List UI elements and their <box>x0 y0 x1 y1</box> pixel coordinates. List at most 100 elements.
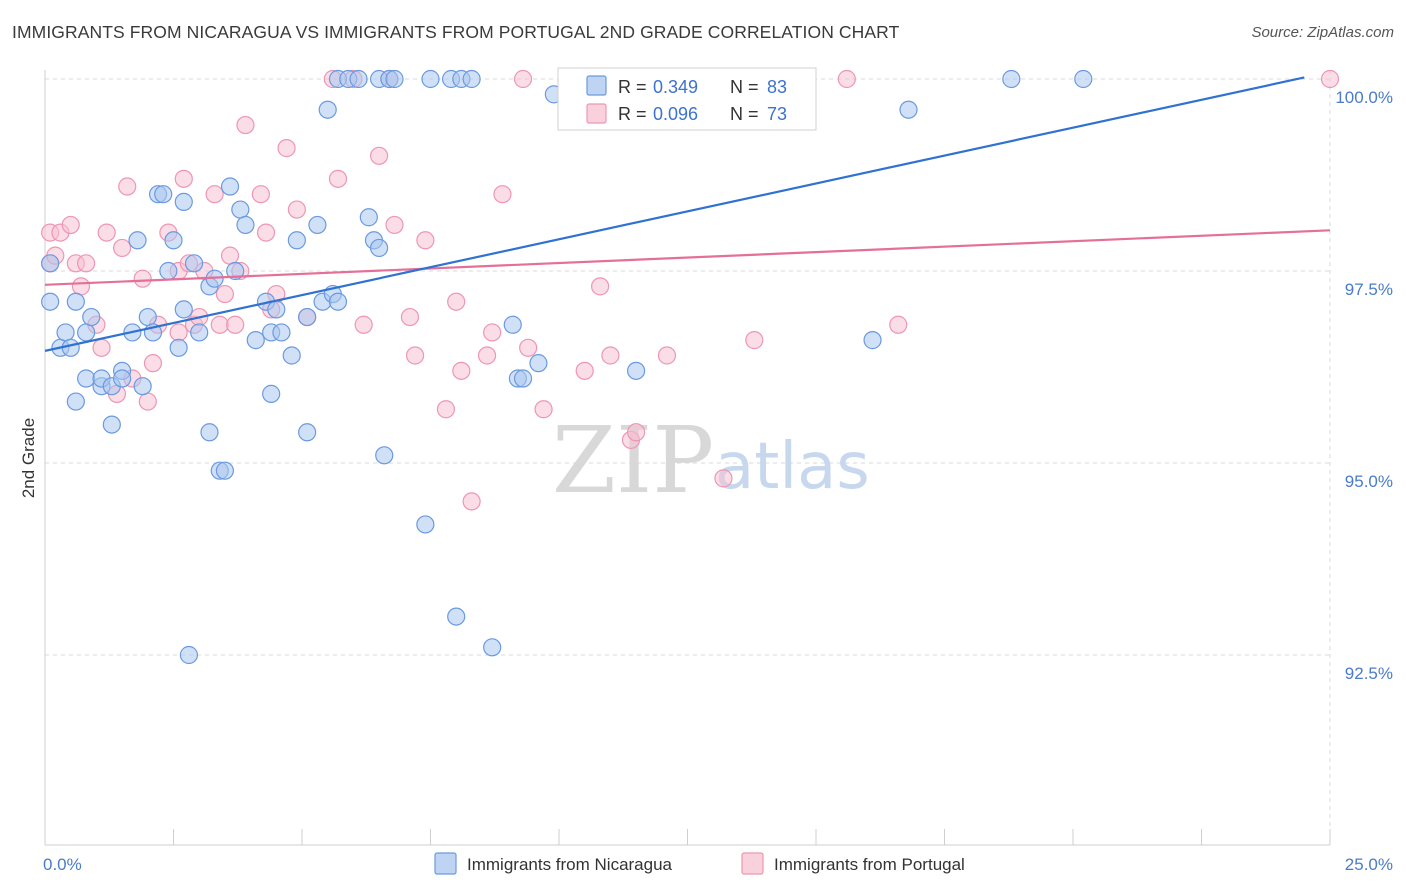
nicaragua-point <box>231 200 250 219</box>
nicaragua-point <box>385 69 404 89</box>
portugal-point <box>513 69 533 89</box>
portugal-point <box>215 284 234 304</box>
nicaragua-point <box>359 208 378 227</box>
nicaragua-point <box>77 369 96 388</box>
nicaragua-point <box>133 377 152 396</box>
portugal-point <box>385 215 404 235</box>
portugal-point <box>133 269 152 288</box>
nicaragua-point <box>272 323 291 342</box>
watermark-atlas: atlas <box>715 430 870 504</box>
nicaragua-point <box>308 215 327 235</box>
portugal-point <box>169 323 188 342</box>
nicaragua-point <box>370 238 389 258</box>
portugal-point <box>575 361 594 380</box>
stats-r-label-portugal: R = <box>618 104 647 124</box>
axes <box>44 70 1331 846</box>
stats-swatch-portugal <box>586 103 607 124</box>
portugal-point <box>77 254 96 273</box>
nicaragua-point <box>236 215 255 235</box>
nicaragua-point <box>863 331 882 350</box>
portugal-point <box>436 400 456 419</box>
portugal-point <box>745 331 764 350</box>
stats-n-value-nicaragua: 83 <box>767 77 787 97</box>
portugal-point <box>143 354 163 373</box>
y-tick-label: 95.0% <box>1345 472 1393 491</box>
portugal-point <box>601 346 620 365</box>
nicaragua-point <box>267 300 286 319</box>
portugal-point <box>92 338 111 357</box>
legend-label-portugal: Immigrants from Portugal <box>774 855 965 874</box>
nicaragua-point <box>287 231 306 250</box>
y-tick-label: 100.0% <box>1335 88 1393 107</box>
nicaragua-points <box>41 69 1093 665</box>
portugal-point <box>519 338 538 357</box>
portugal-point <box>591 277 610 296</box>
portugal-point <box>837 69 856 89</box>
portugal-point <box>354 315 373 334</box>
nicaragua-point <box>77 323 96 342</box>
nicaragua-point <box>282 346 301 365</box>
portugal-point <box>138 392 157 411</box>
y-axis-label: 2nd Grade <box>19 418 38 498</box>
nicaragua-point <box>61 338 80 357</box>
nicaragua-point <box>66 292 85 311</box>
nicaragua-point <box>483 638 502 657</box>
portugal-point <box>400 307 420 327</box>
portugal-point <box>328 169 348 188</box>
nicaragua-point <box>200 423 219 442</box>
chart-title: IMMIGRANTS FROM NICARAGUA VS IMMIGRANTS … <box>12 22 900 42</box>
nicaragua-point <box>349 69 368 89</box>
portugal-point <box>220 246 240 265</box>
nicaragua-point <box>226 261 245 281</box>
portugal-point <box>626 423 646 442</box>
nicaragua-point <box>447 607 466 626</box>
stats-n-label-portugal: N = <box>730 104 759 124</box>
nicaragua-point <box>56 323 75 342</box>
nicaragua-point <box>298 307 317 327</box>
x-tick-label: 0.0% <box>43 855 82 874</box>
nicaragua-point <box>41 254 60 273</box>
portugal-point <box>97 223 116 242</box>
stats-r-value-portugal: 0.096 <box>653 104 698 124</box>
trend-lines <box>44 76 1331 352</box>
nicaragua-point <box>1074 69 1093 89</box>
nicaragua-point <box>503 315 522 334</box>
portugal-point <box>287 200 306 219</box>
y-tick-labels: 92.5% 95.0% 97.5% 100.0% <box>1335 88 1393 683</box>
nicaragua-point <box>375 446 394 465</box>
legend-label-nicaragua: Immigrants from Nicaragua <box>467 855 673 874</box>
nicaragua-trend-line <box>44 76 1305 352</box>
legend-swatch-portugal <box>741 852 764 875</box>
portugal-point <box>452 361 471 380</box>
portugal-point <box>251 185 270 204</box>
nicaragua-point <box>138 307 157 327</box>
nicaragua-point <box>190 323 209 342</box>
nicaragua-point <box>1002 69 1021 89</box>
nicaragua-point <box>159 261 178 281</box>
nicaragua-point <box>66 392 85 411</box>
portugal-point <box>210 315 229 334</box>
legend: Immigrants from Nicaragua Immigrants fro… <box>434 852 965 875</box>
portugal-point <box>714 469 733 488</box>
portugal-point <box>889 315 908 334</box>
nicaragua-point <box>262 384 281 403</box>
x-tick-label: 25.0% <box>1345 855 1393 874</box>
nicaragua-point <box>416 515 435 534</box>
nicaragua-point <box>421 69 440 89</box>
nicaragua-point <box>112 369 132 388</box>
nicaragua-point <box>462 69 481 89</box>
nicaragua-point <box>154 185 173 204</box>
stats-n-value-portugal: 73 <box>767 104 787 124</box>
portugal-point <box>447 292 466 311</box>
nicaragua-point <box>41 292 60 311</box>
portugal-point <box>405 346 425 365</box>
nicaragua-point <box>899 100 918 119</box>
portugal-point <box>477 346 497 365</box>
nicaragua-point <box>298 423 317 442</box>
portugal-point <box>483 323 502 342</box>
stats-box: R = 0.349 N = 83 R = 0.096 N = 73 <box>557 67 817 131</box>
portugal-point <box>493 185 512 204</box>
nicaragua-point <box>215 461 234 480</box>
y-tick-label: 92.5% <box>1345 664 1393 683</box>
